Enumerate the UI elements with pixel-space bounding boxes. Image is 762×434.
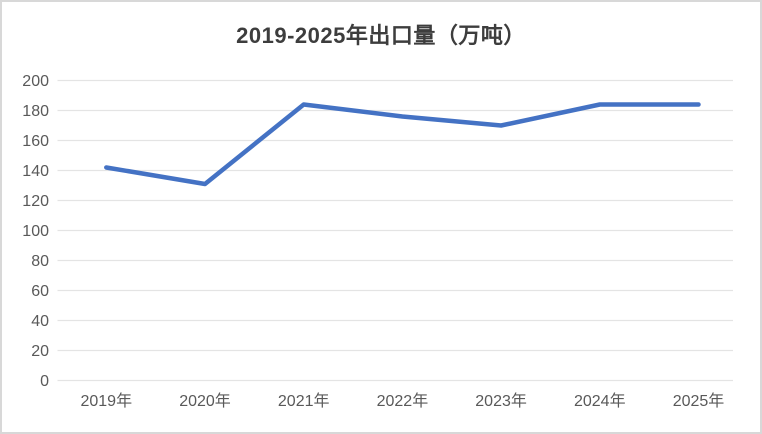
y-axis-tick-label: 140	[22, 163, 49, 180]
y-axis-tick-label: 120	[22, 193, 49, 210]
y-axis-tick-label: 20	[31, 343, 49, 360]
y-axis-tick-label: 160	[22, 133, 49, 150]
x-axis-tick-label: 2023年	[475, 392, 527, 410]
x-axis-tick-label: 2020年	[179, 392, 231, 410]
y-axis-tick-label: 60	[31, 283, 49, 300]
y-axis-tick-label: 80	[31, 253, 49, 270]
data-line-series	[104, 102, 701, 187]
y-axis-tick-label: 40	[31, 313, 49, 330]
y-axis-tick-label: 200	[22, 73, 49, 90]
x-axis-tick-label: 2025年	[673, 392, 725, 410]
y-axis-tick-label: 100	[22, 223, 49, 240]
y-axis-tick-label: 0	[40, 373, 49, 390]
x-axis-tick-label: 2022年	[377, 392, 429, 410]
x-axis-tick-label: 2024年	[574, 392, 626, 410]
chart-title: 2019-2025年出口量（万吨）	[236, 23, 526, 48]
x-axis-tick-label: 2019年	[80, 392, 132, 410]
y-axis-tick-label: 180	[22, 103, 49, 120]
x-axis-tick-label: 2021年	[278, 392, 330, 410]
